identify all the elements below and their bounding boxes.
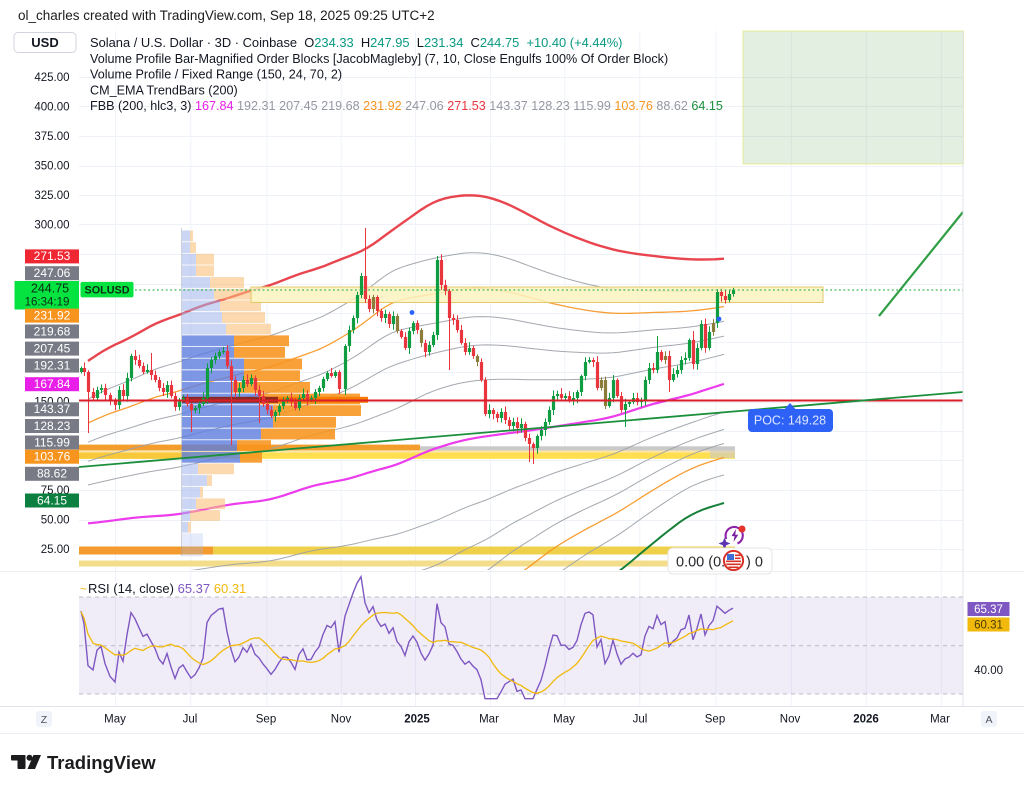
svg-text:25.00: 25.00 xyxy=(41,544,70,556)
svg-text:ol_charles created with Tradin: ol_charles created with TradingView.com,… xyxy=(18,8,435,23)
svg-text:Nov: Nov xyxy=(331,714,352,726)
svg-text:A: A xyxy=(985,714,992,726)
svg-text:88.62: 88.62 xyxy=(37,467,67,481)
svg-text:425.00: 425.00 xyxy=(34,72,69,84)
svg-text:RSI (14, close) 65.37 60.31: RSI (14, close) 65.37 60.31 xyxy=(88,581,246,596)
svg-text:247.06: 247.06 xyxy=(34,266,71,280)
svg-text:FBB (200, hlc3, 3) 167.84 192.: FBB (200, hlc3, 3) 167.84 192.31 207.45 … xyxy=(90,99,723,113)
svg-text:40.00: 40.00 xyxy=(974,665,1003,677)
svg-text:300.00: 300.00 xyxy=(34,220,69,232)
svg-text:64.15: 64.15 xyxy=(37,493,67,507)
svg-text:SOLUSD: SOLUSD xyxy=(85,285,130,297)
svg-text:128.23: 128.23 xyxy=(34,419,71,433)
svg-text:Jul: Jul xyxy=(183,714,198,726)
svg-text:Jul: Jul xyxy=(633,714,648,726)
svg-text:~: ~ xyxy=(80,582,87,596)
svg-text:375.00: 375.00 xyxy=(34,131,69,143)
svg-text:Mar: Mar xyxy=(479,714,499,726)
svg-text:167.84: 167.84 xyxy=(34,377,71,391)
svg-text:400.00: 400.00 xyxy=(34,102,69,114)
svg-text:POC: 149.28: POC: 149.28 xyxy=(754,414,826,428)
svg-text:Sep: Sep xyxy=(256,714,276,726)
svg-text:219.68: 219.68 xyxy=(34,324,71,338)
svg-text:16:34:19: 16:34:19 xyxy=(25,297,70,309)
svg-text:USD: USD xyxy=(31,35,58,50)
svg-text:CM_EMA TrendBars (200): CM_EMA TrendBars (200) xyxy=(90,83,238,97)
svg-text:2026: 2026 xyxy=(853,714,879,726)
svg-text:103.76: 103.76 xyxy=(34,450,71,464)
svg-text:May: May xyxy=(104,714,126,726)
svg-text:Z: Z xyxy=(41,714,48,726)
svg-text:65.37: 65.37 xyxy=(974,604,1003,616)
svg-text:May: May xyxy=(553,714,575,726)
svg-text:143.37: 143.37 xyxy=(34,402,71,416)
svg-text:271.53: 271.53 xyxy=(34,249,71,263)
svg-text:2025: 2025 xyxy=(404,714,430,726)
svg-text:Mar: Mar xyxy=(930,714,950,726)
svg-text:0.00 (0.: 0.00 (0. xyxy=(676,555,725,571)
svg-text:) 0: ) 0 xyxy=(746,555,763,571)
svg-text:Volume Profile / Fixed Range (: Volume Profile / Fixed Range (150, 24, 7… xyxy=(90,68,342,82)
svg-text:TradingView: TradingView xyxy=(47,752,156,773)
svg-text:Nov: Nov xyxy=(780,714,801,726)
svg-text:244.75: 244.75 xyxy=(31,282,69,296)
svg-text:325.00: 325.00 xyxy=(34,190,69,202)
svg-text:207.45: 207.45 xyxy=(34,341,71,355)
svg-text:231.92: 231.92 xyxy=(34,308,71,322)
svg-text:60.31: 60.31 xyxy=(974,620,1003,632)
svg-text:192.31: 192.31 xyxy=(34,358,71,372)
svg-text:Solana / U.S. Dollar · 3D · Co: Solana / U.S. Dollar · 3D · Coinbase O23… xyxy=(90,35,622,50)
svg-text:Sep: Sep xyxy=(705,714,725,726)
svg-text:350.00: 350.00 xyxy=(34,161,69,173)
svg-text:Volume Profile Bar-Magnified O: Volume Profile Bar-Magnified Order Block… xyxy=(90,52,668,66)
svg-text:50.00: 50.00 xyxy=(41,515,70,527)
svg-text:115.99: 115.99 xyxy=(34,435,70,449)
